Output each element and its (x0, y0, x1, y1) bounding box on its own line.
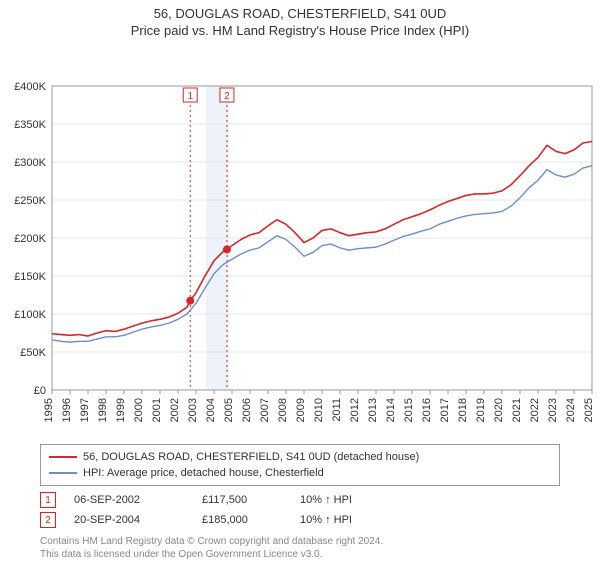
svg-text:£150K: £150K (14, 271, 46, 283)
legend-label: 56, DOUGLAS ROAD, CHESTERFIELD, S41 0UD … (83, 449, 419, 465)
svg-text:1997: 1997 (79, 398, 91, 422)
transaction-date: 20-SEP-2004 (74, 514, 184, 526)
transaction-price: £185,000 (202, 514, 282, 526)
chart-svg: £0 £50K £100K £150K £200K £250K £300K £350K £400… (0, 38, 600, 438)
footer-line: This data is licensed under the Open Gov… (40, 549, 560, 561)
transaction-row: 2 20-SEP-2004 £185,000 10% ↑ HPI (40, 510, 560, 530)
transaction-row: 1 06-SEP-2002 £117,500 10% ↑ HPI (40, 490, 560, 510)
svg-text:2018: 2018 (457, 398, 469, 422)
svg-text:1998: 1998 (97, 398, 109, 422)
legend-swatch (49, 472, 77, 474)
svg-text:2015: 2015 (403, 398, 415, 422)
svg-text:£100K: £100K (14, 309, 46, 321)
svg-text:2000: 2000 (133, 398, 145, 422)
svg-text:£50K: £50K (20, 347, 46, 359)
svg-text:£200K: £200K (14, 233, 46, 245)
svg-text:2004: 2004 (205, 398, 217, 422)
footer-attribution: Contains HM Land Registry data © Crown c… (40, 536, 560, 561)
svg-text:£0: £0 (34, 385, 46, 397)
svg-text:2002: 2002 (169, 398, 181, 422)
footer-line: Contains HM Land Registry data © Crown c… (40, 536, 560, 549)
svg-text:2003: 2003 (187, 398, 199, 422)
svg-text:2020: 2020 (493, 398, 505, 422)
transaction-date: 06-SEP-2002 (74, 494, 184, 506)
svg-text:2007: 2007 (259, 398, 271, 422)
svg-text:1999: 1999 (115, 398, 127, 422)
svg-text:2021: 2021 (511, 398, 523, 422)
page-subtitle: Price paid vs. HM Land Registry's House … (0, 21, 600, 38)
svg-text:2016: 2016 (421, 398, 433, 422)
transaction-vs-hpi: 10% ↑ HPI (300, 494, 410, 506)
transaction-price: £117,500 (202, 494, 282, 506)
svg-text:1995: 1995 (43, 398, 55, 422)
legend-item: 56, DOUGLAS ROAD, CHESTERFIELD, S41 0UD … (49, 449, 551, 465)
svg-text:2012: 2012 (349, 398, 361, 422)
svg-text:2023: 2023 (547, 398, 559, 422)
transaction-index-badge: 2 (40, 512, 56, 528)
svg-text:2024: 2024 (565, 398, 577, 422)
legend: 56, DOUGLAS ROAD, CHESTERFIELD, S41 0UD … (40, 444, 560, 486)
svg-text:2008: 2008 (277, 398, 289, 422)
transaction-index-badge: 1 (40, 492, 56, 508)
svg-text:2019: 2019 (475, 398, 487, 422)
transaction-table: 1 06-SEP-2002 £117,500 10% ↑ HPI 2 20-SEP-200… (40, 490, 560, 530)
svg-text:2: 2 (224, 91, 230, 102)
svg-text:2010: 2010 (313, 398, 325, 422)
svg-text:2001: 2001 (151, 398, 163, 422)
svg-text:2011: 2011 (331, 398, 343, 422)
svg-text:£300K: £300K (14, 157, 46, 169)
svg-text:2017: 2017 (439, 398, 451, 422)
svg-text:2022: 2022 (529, 398, 541, 422)
svg-text:2006: 2006 (241, 398, 253, 422)
price-chart: £0 £50K £100K £150K £200K £250K £300K £350K £400… (0, 38, 600, 438)
svg-text:£350K: £350K (14, 119, 46, 131)
svg-text:2013: 2013 (367, 398, 379, 422)
legend-swatch (49, 456, 77, 458)
legend-item: HPI: Average price, detached house, Ches… (49, 465, 551, 481)
svg-text:2005: 2005 (223, 398, 235, 422)
svg-text:2009: 2009 (295, 398, 307, 422)
svg-text:£250K: £250K (14, 195, 46, 207)
svg-text:2014: 2014 (385, 398, 397, 422)
svg-text:1: 1 (187, 91, 193, 102)
svg-text:1996: 1996 (61, 398, 73, 422)
legend-label: HPI: Average price, detached house, Ches… (83, 465, 324, 481)
transaction-vs-hpi: 10% ↑ HPI (300, 514, 410, 526)
svg-text:2025: 2025 (583, 398, 595, 422)
page-title: 56, DOUGLAS ROAD, CHESTERFIELD, S41 0UD (0, 0, 600, 21)
svg-text:£400K: £400K (14, 81, 46, 93)
